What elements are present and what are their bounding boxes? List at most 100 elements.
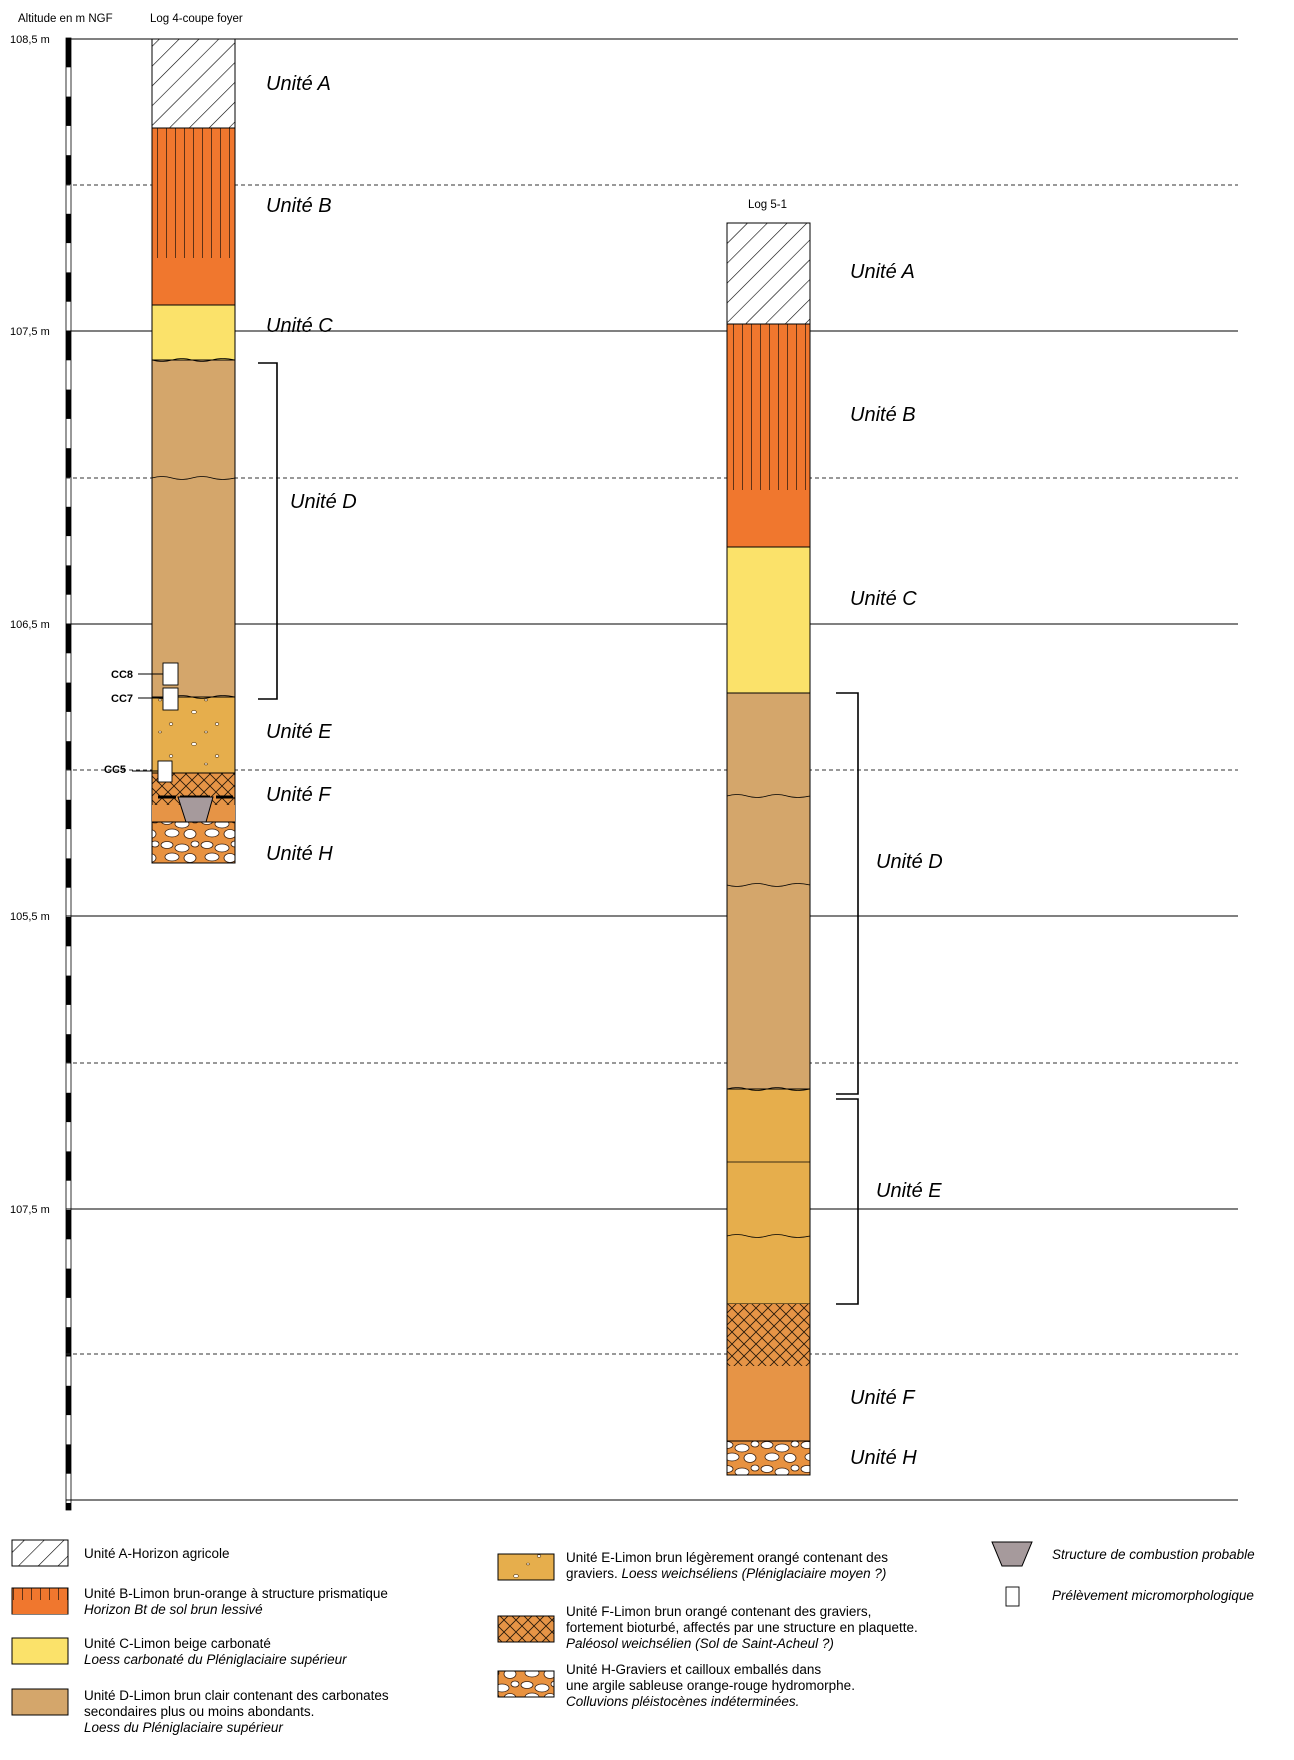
legend-swatch-combustion [991, 1541, 1033, 1567]
scale-segment [66, 799, 71, 830]
log-5-unit-c [726, 546, 811, 694]
legend-swatch-d [11, 1688, 69, 1716]
scale-segment [66, 96, 71, 126]
legend-e-line2b: Loess weichséliens (Pléniglaciaire moyen… [621, 1566, 887, 1581]
axis-label: Altitude en m NGF [18, 13, 113, 25]
scale-segment [66, 624, 71, 654]
scale-segment [66, 858, 71, 888]
tick-label-3: 106,5 m [10, 619, 50, 631]
legend-text-c: Unité C-Limon beige carbonaté Loess carb… [84, 1636, 347, 1668]
sample-cc5-box [157, 760, 173, 783]
scale-segment [66, 155, 71, 185]
scale-segment [66, 1327, 71, 1357]
log-4-label-e: Unité E [266, 721, 332, 743]
legend-e-line2a: graviers. [566, 1566, 622, 1581]
log-5-unit-d [726, 692, 811, 1090]
legend-e-line1: Unité E-Limon brun légèrement orangé con… [566, 1550, 888, 1565]
log-4-label-f: Unité F [266, 784, 332, 806]
dashed-reference-lines [66, 184, 1238, 1355]
scale-segment [66, 38, 71, 68]
legend-swatch-a [11, 1539, 69, 1567]
log-4-title: Log 4-coupe foyer [150, 13, 243, 25]
legend-swatch-sample [1005, 1586, 1020, 1607]
legend-a-line1: Unité A-Horizon agricole [84, 1546, 230, 1561]
legend-h-line1: Unité H-Graviers et cailloux emballés da… [566, 1662, 822, 1677]
solid-reference-lines [66, 38, 1238, 1501]
legend-c-line1: Unité C-Limon beige carbonaté [84, 1636, 271, 1651]
scale-segment [66, 1210, 71, 1240]
scale-segment [66, 741, 71, 771]
legend-text-a: Unité A-Horizon agricole [84, 1546, 230, 1562]
log-5-label-b: Unité B [850, 404, 916, 426]
log-5-label-h: Unité H [850, 1447, 917, 1469]
legend-f-line1: Unité F-Limon brun orangé contenant des … [566, 1604, 872, 1619]
legend-f-line3: Paléosol weichsélien (Sol de Saint-Acheu… [566, 1636, 834, 1651]
legend-text-d: Unité D-Limon brun clair contenant des c… [84, 1688, 389, 1736]
legend-swatch-e [497, 1553, 555, 1581]
log-5-label-c: Unité C [850, 588, 917, 610]
log-4-unit-b-lower [152, 258, 235, 305]
scale-segment [66, 448, 71, 478]
log-4-unit-a [151, 38, 236, 129]
scale-segment [66, 1444, 71, 1474]
sample-cc7-label: CC7 [111, 693, 133, 705]
legend-d-line3: Loess du Pléniglaciaire supérieur [84, 1720, 283, 1735]
log-5-unit-f-crossed [727, 1304, 810, 1366]
log-5-bracket-d [836, 692, 859, 1095]
legend-f-line2: fortement bioturbé, affectés par une str… [566, 1620, 918, 1635]
scale-segment [66, 1503, 71, 1510]
legend-swatch-c [11, 1637, 69, 1665]
log-5-unit-e [726, 1088, 811, 1305]
log-4-unit-c [151, 304, 236, 361]
sample-cc7-box [162, 687, 179, 711]
log-5-unit-h [726, 1440, 811, 1476]
legend-d-line1: Unité D-Limon brun clair contenant des c… [84, 1688, 389, 1703]
scale-segment [66, 1034, 71, 1064]
legend-b-line1: Unité B-Limon brun-orange à structure pr… [84, 1586, 388, 1601]
log-5-bracket-e [836, 1098, 859, 1305]
legend-swatch-f [497, 1615, 555, 1643]
log-5-label-a: Unité A [850, 261, 915, 283]
scale-segment [66, 565, 71, 595]
sample-cc8-box [162, 662, 179, 686]
scale-segment [66, 1268, 71, 1298]
scale-segment [66, 213, 71, 244]
legend-sample-label: Prélèvement micromorphologique [1052, 1588, 1254, 1603]
scale-segment [66, 917, 71, 947]
log-4-label-a: Unité A [266, 73, 331, 95]
legend-swatches [11, 1539, 1033, 1716]
tick-label-2: 107,5 m [10, 326, 50, 338]
legend-text-b: Unité B-Limon brun-orange à structure pr… [84, 1586, 388, 1618]
legend-h-line3: Colluvions pléistocènes indéterminées. [566, 1694, 800, 1709]
log-4-unit-d [151, 359, 236, 698]
log-4-label-d: Unité D [290, 491, 357, 513]
log-4-label-h: Unité H [266, 843, 333, 865]
legend-h-line2: une argile sableuse orange-rouge hydromo… [566, 1678, 855, 1693]
log-4-column: Log 4-coupe foyer CC8 CC7 CC5 Unité A Un… [104, 13, 357, 865]
sample-cc5-label: CC5 [104, 764, 126, 776]
legend-text-e: Unité E-Limon brun légèrement orangé con… [566, 1550, 888, 1582]
legend-text-combustion: Structure de combustion probable [1052, 1547, 1255, 1563]
legend-combustion-label: Structure de combustion probable [1052, 1547, 1255, 1562]
sample-cc8-label: CC8 [111, 669, 133, 681]
log-5-label-e: Unité E [876, 1180, 942, 1202]
scale-segment [66, 1092, 71, 1123]
log-4-label-c: Unité C [266, 315, 333, 337]
legend-c-line2: Loess carbonaté du Pléniglaciaire supéri… [84, 1652, 347, 1667]
legend-swatch-h [497, 1670, 555, 1698]
log-4-unit-h [151, 821, 236, 864]
log-5-label-f: Unité F [850, 1387, 916, 1409]
scale-segment [66, 331, 71, 361]
log-5-column: Log 5-1 Unité A Unité B Unité C Unité D … [726, 199, 943, 1476]
scale-segment [66, 682, 71, 712]
log-5-unit-a [726, 222, 811, 325]
log-5-title: Log 5-1 [748, 199, 787, 211]
legend-text-sample: Prélèvement micromorphologique [1052, 1588, 1254, 1604]
scale-segment [66, 1151, 71, 1181]
scale-segment [66, 272, 71, 302]
tick-label-4: 105,5 m [10, 911, 50, 923]
tick-label-1: 108,5 m [10, 34, 50, 46]
log-4-label-b: Unité B [266, 195, 332, 217]
legend-d-line2: secondaires plus ou moins abondants. [84, 1704, 315, 1719]
scale-segment [66, 389, 71, 419]
